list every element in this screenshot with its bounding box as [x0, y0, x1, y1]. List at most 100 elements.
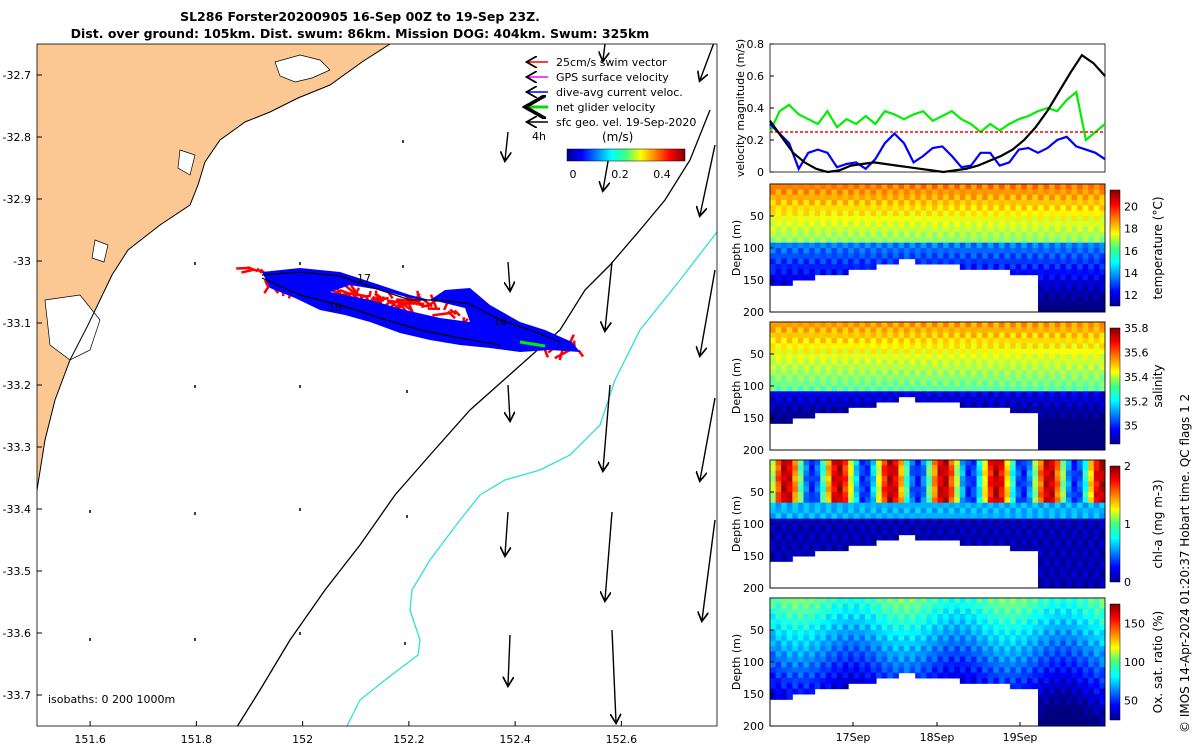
section-cell [1043, 619, 1050, 626]
section-cell [1032, 322, 1039, 328]
section-cell [1082, 439, 1089, 446]
section-cell [881, 332, 888, 339]
section-cell [781, 200, 788, 206]
section-cell [825, 205, 832, 212]
section-cell [853, 603, 860, 610]
section-cell [864, 338, 871, 344]
section-cell [971, 370, 978, 376]
section-cell [998, 534, 1005, 541]
section-cell [987, 667, 994, 674]
geo-velocity-arrow [700, 144, 716, 215]
section-cell [848, 624, 855, 631]
section-cell [803, 608, 810, 615]
section-cell [998, 646, 1005, 652]
section-cell [971, 359, 978, 366]
section-cell [926, 476, 933, 482]
section-cell [1038, 370, 1045, 376]
section-cell [1004, 640, 1011, 647]
section-cell [892, 502, 899, 509]
section-cell [837, 619, 844, 626]
section-cell [803, 688, 810, 695]
section-cell [803, 184, 810, 190]
section-cell [837, 508, 844, 514]
section-cell [971, 518, 978, 525]
section-cell [1026, 603, 1033, 610]
section-cell [797, 359, 804, 366]
section-cell [781, 232, 788, 238]
section-cell [814, 269, 821, 276]
section-cell [1043, 630, 1050, 636]
section-cell [1082, 370, 1089, 376]
section-cell [909, 502, 916, 509]
section-cell [1082, 529, 1089, 536]
section-cell [1065, 391, 1072, 398]
section-cell [1043, 386, 1050, 392]
section-cell [1065, 556, 1072, 562]
section-cell [848, 359, 855, 366]
section-cell [1015, 258, 1022, 265]
section-cell [920, 253, 927, 260]
section-cell [1010, 492, 1017, 498]
section-cell [809, 237, 816, 244]
section-cell [1099, 444, 1106, 451]
section-cell [842, 635, 849, 642]
section-cell [1088, 476, 1095, 482]
section-cell [943, 232, 950, 238]
section-cell [1021, 518, 1028, 525]
velocity-plot-frame [769, 43, 1106, 173]
section-cell [1099, 354, 1106, 360]
section-cell [987, 470, 994, 477]
section-cell [965, 370, 972, 376]
section-cell [1038, 194, 1045, 201]
section-cell [809, 370, 816, 376]
section-cell [1054, 667, 1061, 674]
section-cell [976, 264, 983, 270]
section-cell [831, 630, 838, 636]
section-cell [1065, 534, 1072, 541]
section-cell [820, 364, 827, 371]
section-cell [965, 386, 972, 392]
section-cell [954, 253, 961, 260]
section-cell [809, 603, 816, 610]
section-cell [837, 237, 844, 244]
section-cell [892, 465, 899, 472]
section-cell [1099, 280, 1106, 286]
section-cell [1071, 285, 1078, 292]
section-cell [1060, 683, 1067, 690]
section-cell [848, 338, 855, 344]
section-cell [959, 619, 966, 626]
section-cell [1026, 264, 1033, 270]
section-cell [892, 508, 899, 514]
section-cell [931, 232, 938, 238]
section-cell [1010, 529, 1017, 536]
section-cell [1071, 264, 1078, 270]
section-cell [1077, 683, 1084, 690]
section-cell [864, 348, 871, 355]
section-cell [1015, 189, 1022, 196]
section-cell [1021, 529, 1028, 536]
section-cell [1082, 396, 1089, 403]
section-cell [809, 635, 816, 642]
section-ytick-label: 50 [750, 210, 764, 223]
section-cell [1099, 630, 1106, 636]
section-cell [1082, 364, 1089, 371]
section-cell [1038, 210, 1045, 217]
section-cell [781, 662, 788, 668]
section-cell [1049, 704, 1056, 711]
section-cell [915, 502, 922, 509]
section-cell [792, 264, 799, 270]
section-cell [1082, 274, 1089, 281]
section-cell [1054, 608, 1061, 615]
section-cell [1015, 619, 1022, 626]
section-cell [887, 237, 894, 244]
section-cell [987, 364, 994, 371]
section-cell [1015, 216, 1022, 222]
section-cell [797, 226, 804, 233]
section-cell [1026, 656, 1033, 663]
section-cell [1054, 614, 1061, 620]
section-cell [1026, 502, 1033, 509]
section-cell [1043, 343, 1050, 350]
section-cell [1054, 470, 1061, 477]
section-cell [959, 343, 966, 350]
section-cell [887, 608, 894, 615]
